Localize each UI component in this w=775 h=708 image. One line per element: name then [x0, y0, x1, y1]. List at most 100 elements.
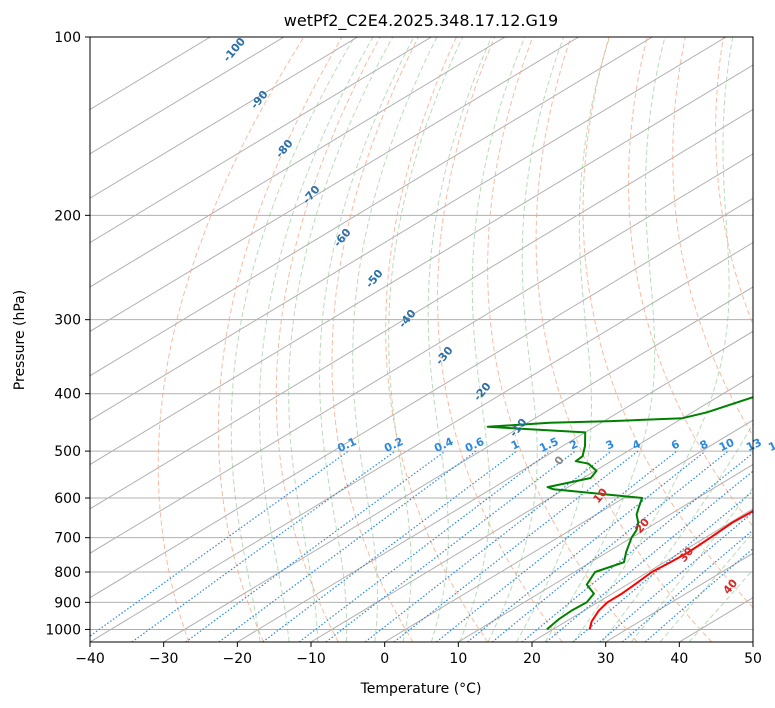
- mixing-ratio-label: 0.6: [463, 435, 486, 455]
- moist-adiabat: [427, 37, 493, 642]
- moist-adiabat: [573, 37, 734, 642]
- isotherm-label: -50: [363, 267, 386, 291]
- profile-series: [486, 396, 753, 631]
- isotherm-label: 10: [590, 485, 610, 505]
- dry-adiabat: [628, 37, 753, 528]
- moist-adiabat: [388, 37, 464, 642]
- mixing-ratio-label: 10: [717, 436, 737, 454]
- y-tick-label: 500: [54, 444, 81, 460]
- moist-adiabat: [516, 37, 610, 642]
- mixing-ratio-label: 13: [744, 436, 763, 454]
- mixing-ratio-label: 16: [766, 436, 775, 454]
- isotherm-line: [531, 508, 753, 642]
- x-tick-label: 0: [380, 651, 389, 667]
- mixing-ratio-line: [90, 450, 349, 637]
- isotherm-line: [90, 64, 753, 466]
- y-tick-label: 800: [54, 565, 81, 581]
- dewpoint-profile: [486, 396, 753, 631]
- background-lines: [90, 37, 775, 642]
- plot-frame: [89, 36, 754, 643]
- y-tick-label: 600: [54, 491, 81, 507]
- y-tick-label: 1000: [45, 622, 81, 638]
- moist-adiabat: [319, 37, 415, 642]
- moist-adiabat: [352, 37, 438, 642]
- mixing-ratio-line: [491, 450, 729, 642]
- mixing-ratio-line: [185, 450, 446, 642]
- moist-adiabat: [288, 37, 394, 642]
- isotherm-label: 40: [720, 576, 740, 596]
- chart-title: wetPf2_C2E4.2025.348.17.12.G19: [284, 11, 558, 31]
- y-tick-label: 400: [54, 387, 81, 403]
- dry-adiabat: [715, 37, 753, 326]
- isotherm-label: -60: [331, 226, 354, 250]
- isotherm-label: -40: [396, 307, 419, 331]
- isotherm-line: [90, 37, 506, 288]
- isotherm-label: -100: [220, 35, 248, 65]
- mixing-ratio-line: [131, 450, 396, 642]
- mixing-ratio-label: 8: [698, 437, 710, 452]
- dry-adiabat: [757, 37, 775, 642]
- isotherm-line: [90, 37, 285, 155]
- y-tick-label: 900: [54, 595, 81, 611]
- mixing-ratio-label: 3: [604, 437, 616, 452]
- mixing-ratio-line: [521, 452, 753, 642]
- mixing-ratio-line: [644, 547, 753, 642]
- isotherm-label: -20: [471, 380, 494, 404]
- dry-adiabat: [331, 37, 419, 642]
- dry-adiabat: [385, 37, 489, 642]
- isotherm-line: [90, 37, 358, 199]
- mixing-ratio-line: [262, 450, 518, 642]
- x-tick-label: 20: [523, 651, 541, 667]
- moist-adiabat: [659, 531, 753, 642]
- x-tick-label: 10: [449, 651, 467, 667]
- mixing-ratio-label: 1: [509, 437, 521, 452]
- isotherm-line: [90, 37, 653, 377]
- mixing-ratio-line: [622, 529, 753, 642]
- dry-adiabat: [275, 37, 381, 642]
- y-tick-label: 300: [54, 313, 81, 329]
- x-tick-label: −30: [149, 651, 179, 667]
- x-tick-label: 50: [744, 651, 762, 667]
- dry-adiabat: [437, 37, 563, 642]
- temperature-profile: [588, 509, 753, 630]
- x-axis: −40 −30 −20 −10 0 10 20 30 40 50: [75, 642, 762, 667]
- x-tick-label: −40: [75, 651, 105, 667]
- x-axis-label: Temperature (°C): [360, 681, 482, 697]
- plot-area: 0.10.20.40.611.52346810131620253036-100-…: [89, 35, 775, 643]
- dry-adiabat: [582, 37, 753, 609]
- isotherm-line: [90, 197, 753, 599]
- isotherm-line: [458, 463, 753, 642]
- isotherm-line: [752, 641, 753, 642]
- isotherm-line: [90, 242, 753, 642]
- isotherm-line: [90, 37, 432, 244]
- moist-adiabat: [459, 37, 526, 642]
- moist-adiabat: [601, 422, 753, 642]
- moist-adiabat: [688, 569, 753, 642]
- x-tick-label: 40: [670, 651, 688, 667]
- y-tick-label: 700: [54, 531, 81, 547]
- isotherm-line: [163, 286, 753, 642]
- mixing-ratio-line: [298, 450, 551, 642]
- mixing-ratio-line: [393, 450, 639, 642]
- isotherm-line: [90, 37, 211, 111]
- mixing-ratio-label: 2: [568, 437, 580, 452]
- mixing-ratio-line: [545, 470, 753, 642]
- mixing-ratio-label: 6: [669, 437, 682, 452]
- y-axis: 100 200 300 400 500 600 700 800 900 1000: [45, 30, 90, 638]
- mixing-ratio-line: [364, 450, 612, 642]
- isotherm-line: [90, 37, 727, 421]
- isotherm-line: [384, 419, 753, 642]
- dry-adiabat: [217, 37, 343, 642]
- mixing-ratio-label: 0.4: [432, 435, 455, 455]
- moist-adiabat: [258, 37, 374, 642]
- line-labels: 0.10.20.40.611.52346810131620253036-100-…: [220, 35, 775, 597]
- isotherm-label: 0: [552, 453, 567, 467]
- x-tick-label: −20: [223, 651, 253, 667]
- moist-adiabat: [230, 37, 355, 642]
- isotherm-line: [90, 37, 579, 332]
- mixing-ratio-line: [436, 450, 678, 642]
- moist-adiabat: [487, 37, 565, 642]
- isotherm-line: [90, 153, 753, 554]
- y-axis-label: Pressure (hPa): [12, 290, 28, 390]
